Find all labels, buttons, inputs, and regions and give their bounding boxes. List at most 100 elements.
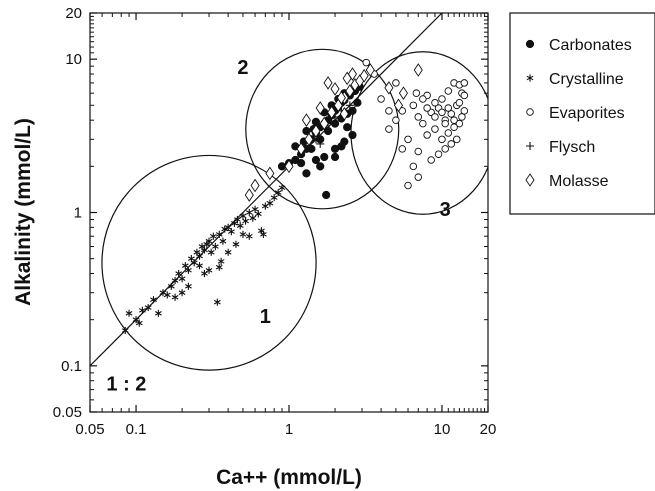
point-crystalline <box>270 194 278 202</box>
point-evaporites <box>414 113 423 121</box>
point-crystalline <box>138 306 146 314</box>
point-crystalline <box>274 188 282 197</box>
point-carbonates <box>343 123 352 132</box>
point-molasse <box>319 116 329 131</box>
legend-label-evaporites: Evaporites <box>549 105 625 122</box>
point-evaporites <box>377 95 385 103</box>
point-evaporites <box>441 119 449 128</box>
point-molasse <box>384 81 394 95</box>
group-ellipse-2 <box>245 48 400 210</box>
legend-box <box>509 12 655 215</box>
point-crystalline <box>171 276 179 285</box>
point-molasse <box>284 159 294 174</box>
point-crystalline <box>224 248 232 256</box>
point-crystalline <box>245 208 253 217</box>
legend-marker-evaporites <box>526 108 534 116</box>
y-tick-label: 1 <box>74 205 82 222</box>
point-evaporites <box>438 108 446 117</box>
point-evaporites <box>455 119 464 128</box>
legend-label-crystalline: Crystalline <box>549 71 624 88</box>
legend-marker-molasse <box>525 173 535 187</box>
legend-label-carbonates: Carbonates <box>549 37 632 54</box>
legend: Carbonates Crystalline Evaporites Flysch Mol… <box>509 12 655 215</box>
x-tick-label: 20 <box>480 421 497 438</box>
point-crystalline <box>224 223 232 231</box>
point-evaporites <box>414 173 423 181</box>
point-crystalline <box>234 215 241 224</box>
point-molasse <box>304 132 314 147</box>
point-molasse <box>323 76 333 90</box>
point-evaporites <box>409 162 418 171</box>
point-evaporites <box>438 135 446 144</box>
point-crystalline <box>254 210 262 218</box>
point-molasse <box>398 86 408 100</box>
y-tick-label: 0.05 <box>53 404 82 421</box>
point-evaporites <box>419 119 427 128</box>
point-evaporites <box>385 107 393 115</box>
point-evaporites <box>409 101 418 110</box>
point-evaporites <box>385 125 393 133</box>
point-crystalline <box>150 296 157 304</box>
point-crystalline <box>232 240 240 248</box>
point-molasse <box>311 124 321 138</box>
legend-label-molasse: Molasse <box>549 173 609 190</box>
point-evaporites <box>362 58 371 67</box>
point-molasse <box>327 105 337 120</box>
point-carbonates <box>353 98 362 107</box>
legend-marker-carbonates <box>525 39 535 49</box>
point-molasse <box>265 166 275 181</box>
y-tick-label: 10 <box>65 51 82 68</box>
point-crystalline <box>236 222 244 230</box>
point-crystalline <box>249 214 257 222</box>
point-crystalline <box>219 237 227 245</box>
group-label-1: 1 <box>260 306 271 328</box>
point-crystalline <box>178 289 186 297</box>
point-evaporites <box>431 113 439 121</box>
point-evaporites <box>392 79 400 87</box>
point-evaporites <box>455 98 464 107</box>
point-crystalline <box>261 202 269 210</box>
point-evaporites <box>444 129 453 137</box>
point-crystalline <box>266 199 274 207</box>
point-crystalline <box>215 263 223 271</box>
point-crystalline <box>201 269 208 278</box>
point-carbonates <box>322 190 331 200</box>
point-crystalline <box>185 282 192 290</box>
point-crystalline <box>185 266 192 274</box>
point-molasse <box>336 90 346 105</box>
point-crystalline <box>245 232 253 240</box>
point-evaporites <box>431 125 439 133</box>
point-evaporites <box>392 116 400 124</box>
point-evaporites <box>398 145 406 153</box>
point-carbonates <box>311 155 321 165</box>
point-evaporites <box>427 156 435 164</box>
point-evaporites <box>423 104 431 112</box>
point-crystalline <box>227 228 235 236</box>
point-crystalline <box>190 259 198 267</box>
ratio-label: 1 : 2 <box>106 374 146 396</box>
point-molasse <box>393 98 404 113</box>
point-crystalline <box>239 212 247 220</box>
point-crystalline <box>205 266 213 274</box>
point-crystalline <box>167 282 175 290</box>
point-molasse <box>339 107 349 121</box>
point-molasse <box>359 68 369 83</box>
point-carbonates <box>337 142 346 151</box>
point-evaporites <box>404 181 412 190</box>
point-crystalline <box>242 217 249 225</box>
point-carbonates <box>297 158 306 168</box>
point-evaporites <box>453 135 461 144</box>
point-crystalline <box>215 230 223 238</box>
group-ellipse-1 <box>101 154 317 371</box>
point-molasse <box>301 113 311 127</box>
legend-label-flysch: Flysch <box>549 139 595 156</box>
group-label-2: 2 <box>237 57 248 79</box>
point-evaporites <box>444 104 453 112</box>
point-crystalline <box>175 269 183 278</box>
y-tick-label: 20 <box>65 5 82 22</box>
point-evaporites <box>447 110 455 118</box>
point-crystalline <box>259 230 267 238</box>
point-crystalline <box>251 205 259 213</box>
y-tick-label: 0.1 <box>61 358 82 375</box>
